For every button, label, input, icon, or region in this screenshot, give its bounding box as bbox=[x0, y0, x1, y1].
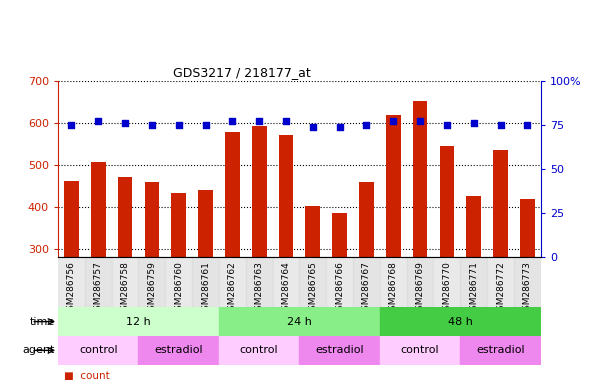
Text: GSM286767: GSM286767 bbox=[362, 261, 371, 316]
Bar bbox=[139, 257, 166, 307]
Bar bbox=[299, 257, 326, 307]
Point bbox=[389, 118, 398, 124]
Bar bbox=[520, 199, 535, 375]
Point bbox=[442, 122, 452, 128]
Text: agent: agent bbox=[23, 345, 55, 356]
Text: time: time bbox=[30, 316, 55, 327]
Bar bbox=[279, 135, 293, 375]
Bar bbox=[386, 115, 401, 375]
Bar bbox=[306, 205, 320, 375]
Bar bbox=[145, 182, 159, 375]
Point bbox=[469, 120, 478, 126]
Text: GSM286772: GSM286772 bbox=[496, 261, 505, 316]
Bar bbox=[412, 101, 428, 375]
Point bbox=[254, 118, 264, 124]
Bar bbox=[166, 257, 192, 307]
Bar bbox=[246, 257, 273, 307]
Text: 24 h: 24 h bbox=[287, 316, 312, 327]
Text: GSM286760: GSM286760 bbox=[174, 261, 183, 316]
Bar bbox=[171, 193, 186, 375]
Point bbox=[522, 122, 532, 128]
Bar bbox=[91, 162, 106, 375]
Bar bbox=[219, 307, 380, 336]
Text: GSM286761: GSM286761 bbox=[201, 261, 210, 316]
Text: GSM286766: GSM286766 bbox=[335, 261, 344, 316]
Point bbox=[120, 120, 130, 126]
Bar bbox=[58, 257, 85, 307]
Text: 48 h: 48 h bbox=[448, 316, 473, 327]
Bar bbox=[326, 257, 353, 307]
Text: GSM286757: GSM286757 bbox=[93, 261, 103, 316]
Bar bbox=[439, 146, 454, 375]
Text: control: control bbox=[79, 345, 117, 356]
Bar bbox=[225, 132, 240, 375]
Title: GDS3217 / 218177_at: GDS3217 / 218177_at bbox=[172, 66, 310, 79]
Text: control: control bbox=[401, 345, 439, 356]
Bar bbox=[380, 336, 460, 365]
Bar bbox=[219, 336, 299, 365]
Text: estradiol: estradiol bbox=[315, 345, 364, 356]
Point bbox=[93, 118, 103, 124]
Bar bbox=[380, 307, 541, 336]
Bar bbox=[493, 150, 508, 375]
Bar bbox=[460, 257, 487, 307]
Text: GSM286758: GSM286758 bbox=[120, 261, 130, 316]
Bar bbox=[192, 257, 219, 307]
Bar bbox=[460, 336, 541, 365]
Text: ■  count: ■ count bbox=[64, 371, 110, 381]
Bar bbox=[332, 213, 347, 375]
Bar bbox=[407, 257, 433, 307]
Bar bbox=[273, 257, 299, 307]
Text: GSM286764: GSM286764 bbox=[282, 261, 290, 316]
Bar bbox=[252, 126, 266, 375]
Bar bbox=[487, 257, 514, 307]
Bar bbox=[85, 257, 112, 307]
Bar bbox=[299, 336, 380, 365]
Point bbox=[308, 124, 318, 130]
Point bbox=[174, 122, 183, 128]
Bar bbox=[380, 257, 407, 307]
Bar bbox=[359, 182, 374, 375]
Bar bbox=[139, 336, 219, 365]
Point bbox=[496, 122, 505, 128]
Point bbox=[67, 122, 76, 128]
Bar bbox=[112, 257, 139, 307]
Bar bbox=[58, 307, 219, 336]
Text: GSM286763: GSM286763 bbox=[255, 261, 264, 316]
Bar bbox=[353, 257, 380, 307]
Text: GSM286756: GSM286756 bbox=[67, 261, 76, 316]
Text: GSM286773: GSM286773 bbox=[523, 261, 532, 316]
Point bbox=[281, 118, 291, 124]
Text: GSM286771: GSM286771 bbox=[469, 261, 478, 316]
Point bbox=[147, 122, 157, 128]
Bar bbox=[514, 257, 541, 307]
Point bbox=[362, 122, 371, 128]
Text: GSM286765: GSM286765 bbox=[309, 261, 317, 316]
Bar bbox=[198, 190, 213, 375]
Bar bbox=[64, 181, 79, 375]
Bar bbox=[58, 336, 139, 365]
Bar bbox=[118, 177, 133, 375]
Text: control: control bbox=[240, 345, 279, 356]
Bar bbox=[466, 196, 481, 375]
Text: GSM286762: GSM286762 bbox=[228, 261, 237, 316]
Text: GSM286759: GSM286759 bbox=[147, 261, 156, 316]
Text: 12 h: 12 h bbox=[126, 316, 151, 327]
Point bbox=[335, 124, 345, 130]
Text: GSM286770: GSM286770 bbox=[442, 261, 452, 316]
Bar bbox=[219, 257, 246, 307]
Text: GSM286769: GSM286769 bbox=[415, 261, 425, 316]
Point bbox=[227, 118, 237, 124]
Text: estradiol: estradiol bbox=[476, 345, 525, 356]
Text: GSM286768: GSM286768 bbox=[389, 261, 398, 316]
Text: estradiol: estradiol bbox=[155, 345, 203, 356]
Point bbox=[415, 118, 425, 124]
Point bbox=[200, 122, 210, 128]
Bar bbox=[433, 257, 460, 307]
